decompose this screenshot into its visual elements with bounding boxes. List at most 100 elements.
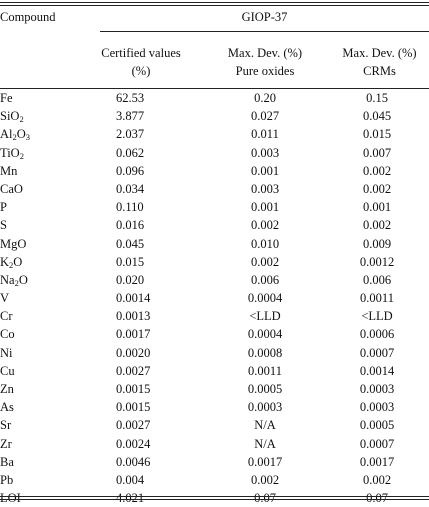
compound-name: V [0,289,9,307]
formula-text: O [16,127,26,142]
compound-name: Pb [0,471,13,489]
formula-text: SiO [0,109,20,124]
pure-oxides-header: Max. Dev. (%) Pure oxides [210,44,320,80]
crms-deviation: 0.0006 [359,327,395,342]
certified-value: 0.034 [116,181,145,196]
pure-oxides-deviation: 0.0004 [247,291,283,306]
formula-text: Na [0,272,15,287]
formula-text: S [0,218,7,233]
table-row: V 0.0014 0.0004 0.0011 [0,289,429,307]
formula-subscript: 2 [9,259,14,270]
formula-text: O [13,254,23,269]
certified-values-header: Certified values (%) [90,44,192,80]
crms-deviation: 0.0011 [360,291,394,306]
pure-oxides-deviation: 0.001 [250,200,280,215]
certified-value: 0.096 [116,163,145,178]
crms-deviation: 0.002 [362,218,392,233]
formula-text: Co [0,327,15,342]
certified-value: 0.0046 [116,454,151,469]
table-row: Sr 0.0027 N/A 0.0005 [0,416,429,434]
crms-deviation: 0.001 [362,200,392,215]
table-row: TiO2 0.062 0.003 0.007 [0,144,429,162]
pure-oxides-deviation: <LLD [249,309,281,324]
certified-value: 0.0027 [116,418,151,433]
formula-text: Zn [0,382,14,396]
certified-values-header-line2: (%) [131,64,151,78]
compound-name: As [0,398,14,416]
pure-oxides-deviation: 0.0011 [248,363,282,378]
crms-deviation: 0.015 [362,127,392,142]
compound-name: Sr [0,416,11,434]
table-body: Fe 62.53 0.20 0.15 SiO2 3.877 0.027 0.045 Al2O3 2… [0,89,429,507]
formula-subscript: 2 [12,132,17,143]
pure-oxides-deviation: 0.002 [250,254,280,269]
pure-oxides-deviation: N/A [254,436,276,451]
group-header-rule [100,31,429,32]
pure-oxides-deviation: 0.010 [250,236,280,251]
pure-oxides-deviation: 0.0003 [247,400,283,415]
crms-deviation: 0.15 [366,91,388,105]
formula-text: Al [0,127,13,142]
certified-value: 0.062 [116,145,145,160]
crms-deviation: 0.007 [362,145,392,160]
pure-oxides-deviation: 0.002 [250,472,280,487]
compound-name: SiO2 [0,107,24,125]
pure-oxides-deviation: 0.0004 [247,327,283,342]
formula-subscript: 3 [25,132,31,143]
compound-name: Co [0,325,15,343]
crms-deviation: 0.002 [362,472,392,487]
formula-text: Ni [0,345,13,360]
pure-oxides-deviation: 0.011 [251,127,279,142]
certified-value: 62.53 [116,91,145,105]
pure-oxides-deviation: 0.003 [250,145,280,160]
crms-deviation: 0.002 [362,163,392,178]
table-row: Mn 0.096 0.001 0.002 [0,162,429,180]
crms-deviation: <LLD [361,309,393,324]
compound-name: TiO2 [0,144,24,162]
formula-text: Zr [0,436,12,451]
formula-text: Pb [0,472,14,487]
crms-deviation: 0.0007 [359,345,395,360]
pure-oxides-deviation: 0.0008 [247,345,283,360]
compound-name: K2O [0,253,22,271]
certified-value: 0.0013 [116,309,151,324]
formula-text: V [0,291,10,306]
crms-deviation: 0.006 [362,272,392,287]
crms-deviation: 0.0017 [359,454,395,469]
table-row: Fe 62.53 0.20 0.15 [0,89,429,107]
crms-deviation: 0.0012 [359,254,395,269]
compound-name: CaO [0,180,23,198]
header-bottom-rule [0,88,429,89]
formula-text: K [0,254,10,269]
crms-deviation: 0.002 [362,181,392,196]
certified-value: 2.037 [116,127,145,142]
compound-name: Zr [0,435,12,453]
compound-name: Zn [0,380,14,398]
compound-name: P [0,198,7,216]
compound-name: Na2O [0,271,28,289]
top-rule-inner [0,5,429,6]
table-row: Ni 0.0020 0.0008 0.0007 [0,344,429,362]
crms-deviation: 0.045 [362,109,392,124]
table-row: Zn 0.0015 0.0005 0.0003 [0,380,429,398]
table-row: Al2O3 2.037 0.011 0.015 [0,125,429,143]
top-rule [0,2,429,3]
formula-text: Mn [0,163,18,178]
formula-text: Cu [0,363,15,378]
certified-value: 0.0014 [116,291,151,306]
table-row: Na2O 0.020 0.006 0.006 [0,271,429,289]
pure-oxides-deviation: N/A [254,418,276,433]
table-row: Cu 0.0027 0.0011 0.0014 [0,362,429,380]
crms-deviation: 0.009 [362,236,392,251]
compound-name: Mn [0,162,17,180]
crms-header-line1: Max. Dev. (%) [342,46,417,60]
certified-value: 0.0015 [116,382,151,396]
compound-name: MgO [0,235,26,253]
crms-deviation: 0.0005 [359,418,395,433]
compound-name: Cr [0,307,13,325]
table-row: Co 0.0017 0.0004 0.0006 [0,325,429,343]
pure-oxides-deviation: 0.003 [250,181,280,196]
pure-oxides-deviation: 0.001 [250,163,280,178]
pure-oxides-header-line1: Max. Dev. (%) [227,46,303,60]
